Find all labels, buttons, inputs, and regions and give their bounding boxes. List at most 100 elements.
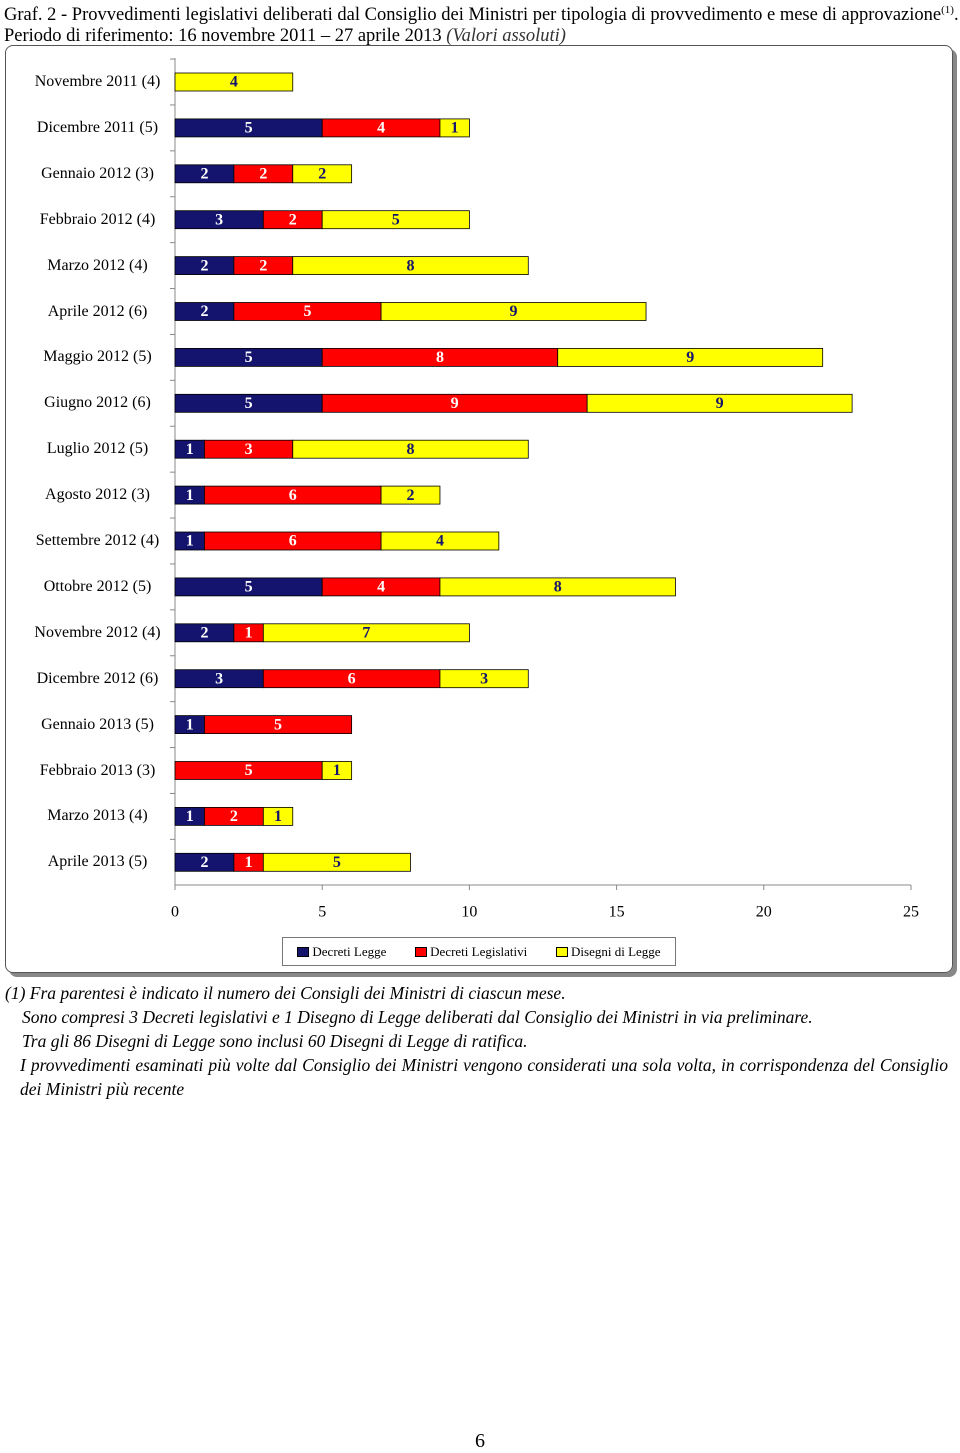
value-label: 1 [245, 854, 253, 871]
legend-item: Decreti Legge [297, 944, 386, 960]
value-label: 1 [245, 624, 253, 641]
unit-note: (Valori assoluti) [446, 26, 566, 47]
bar-segment [380, 485, 441, 505]
value-label: 5 [303, 303, 311, 320]
bar-segment [439, 118, 470, 138]
category-label: Marzo 2012 (4) [47, 256, 148, 274]
bar-segment [292, 164, 353, 184]
category-label: Gennaio 2012 (3) [41, 164, 154, 182]
category-label: Settembre 2012 (4) [35, 532, 160, 549]
chart-title: Graf. 2 - Provvedimenti legislativi deli… [4, 5, 942, 26]
value-label: 3 [245, 441, 253, 458]
bar-segment [204, 715, 353, 734]
x-tick-label: 5 [318, 904, 326, 921]
bar-segment [321, 761, 353, 780]
value-label: 2 [318, 165, 326, 182]
value-label: 2 [200, 165, 208, 182]
bar-segment [262, 852, 411, 872]
value-label: 6 [348, 670, 356, 687]
note: (1) Fra parentesi è indicato il numero d… [5, 983, 566, 1003]
value-label: 9 [510, 303, 518, 320]
value-label: 8 [554, 579, 562, 596]
value-label: 1 [274, 808, 282, 825]
legend-swatch [297, 946, 310, 957]
x-tick-label: 0 [171, 904, 179, 921]
legend-item: Decreti Legislativi [415, 944, 527, 960]
category-label: Luglio 2012 (5) [46, 440, 149, 458]
value-label: 6 [289, 533, 297, 550]
value-label: 9 [451, 395, 459, 412]
value-label: 4 [377, 120, 385, 137]
value-label: 5 [245, 579, 253, 596]
header: Graf. 2 - Provvedimenti legislativi deli… [4, 0, 959, 47]
notes: (1) Fra parentesi è indicato il numero d… [5, 981, 948, 1101]
chart-frame [5, 45, 953, 973]
value-label: 1 [186, 487, 194, 504]
note: Sono compresi 3 Decreti legislativi e 1 … [22, 1007, 813, 1027]
value-label: 3 [215, 211, 223, 228]
category-label: Novembre 2012 (4) [34, 623, 161, 641]
bar-segment [586, 393, 853, 413]
category-label: Maggio 2012 (5) [43, 348, 152, 366]
legend-swatch [415, 946, 428, 957]
bar-segment [557, 347, 824, 367]
value-label: 2 [407, 487, 415, 504]
value-label: 2 [230, 808, 238, 825]
value-label: 5 [333, 854, 341, 871]
value-label: 2 [200, 303, 208, 320]
x-tick-label: 25 [903, 904, 919, 921]
category-label: Febbraio 2013 (3) [39, 761, 156, 779]
legend-label: Decreti Legge [312, 943, 387, 959]
legend-swatch [556, 946, 569, 957]
bar-segment [439, 669, 529, 689]
value-label: 6 [289, 487, 297, 504]
chart-subtitle: . Periodo di riferimento: 16 novembre 20… [4, 5, 959, 47]
bar-segment [174, 72, 294, 92]
legend-item: Disegni di Legge [556, 944, 661, 960]
value-label: 1 [186, 808, 194, 825]
value-label: 1 [333, 762, 341, 779]
value-label: 1 [186, 533, 194, 550]
category-label: Ottobre 2012 (5) [43, 577, 152, 595]
category-label: Novembre 2011 (4) [34, 73, 161, 90]
bar-segment [292, 439, 529, 459]
bar-segment [321, 210, 470, 230]
legend-label: Decreti Legislativi [430, 943, 528, 959]
value-label: 8 [407, 257, 415, 274]
value-label: 4 [230, 74, 238, 91]
value-label: 5 [245, 349, 253, 366]
x-tick-label: 20 [756, 904, 772, 921]
value-label: 3 [480, 670, 488, 687]
x-tick-label: 10 [461, 904, 477, 921]
bar-segment [380, 302, 647, 321]
value-label: 2 [200, 257, 208, 274]
title-ref: (1) [941, 4, 954, 16]
value-label: 2 [289, 211, 297, 228]
value-label: 5 [245, 395, 253, 412]
value-label: 2 [259, 257, 267, 274]
category-label: Agosto 2012 (3) [45, 486, 150, 504]
value-label: 8 [436, 349, 444, 366]
category-label: Febbraio 2012 (4) [39, 210, 156, 228]
value-label: 5 [392, 211, 400, 228]
value-label: 2 [259, 165, 267, 182]
value-label: 9 [716, 395, 724, 412]
bar-segment [262, 623, 470, 643]
legend: Decreti Legge Decreti Legislativi Disegni … [282, 937, 676, 966]
category-label: Aprile 2013 (5) [47, 853, 148, 871]
bar-segment [292, 256, 529, 276]
x-tick-label: 15 [609, 904, 625, 921]
value-label: 7 [362, 624, 370, 641]
note: I provvedimenti esaminati più volte dal … [20, 1055, 948, 1099]
category-label: Gennaio 2013 (5) [41, 715, 154, 733]
value-label: 2 [200, 854, 208, 871]
legend-label: Disegni di Legge [571, 943, 661, 959]
bar-segment [439, 577, 676, 597]
value-label: 1 [186, 716, 194, 733]
value-label: 1 [451, 120, 459, 137]
bar-segment [380, 531, 500, 551]
bar-segment [262, 807, 294, 826]
page-number: 6 [475, 1430, 485, 1452]
